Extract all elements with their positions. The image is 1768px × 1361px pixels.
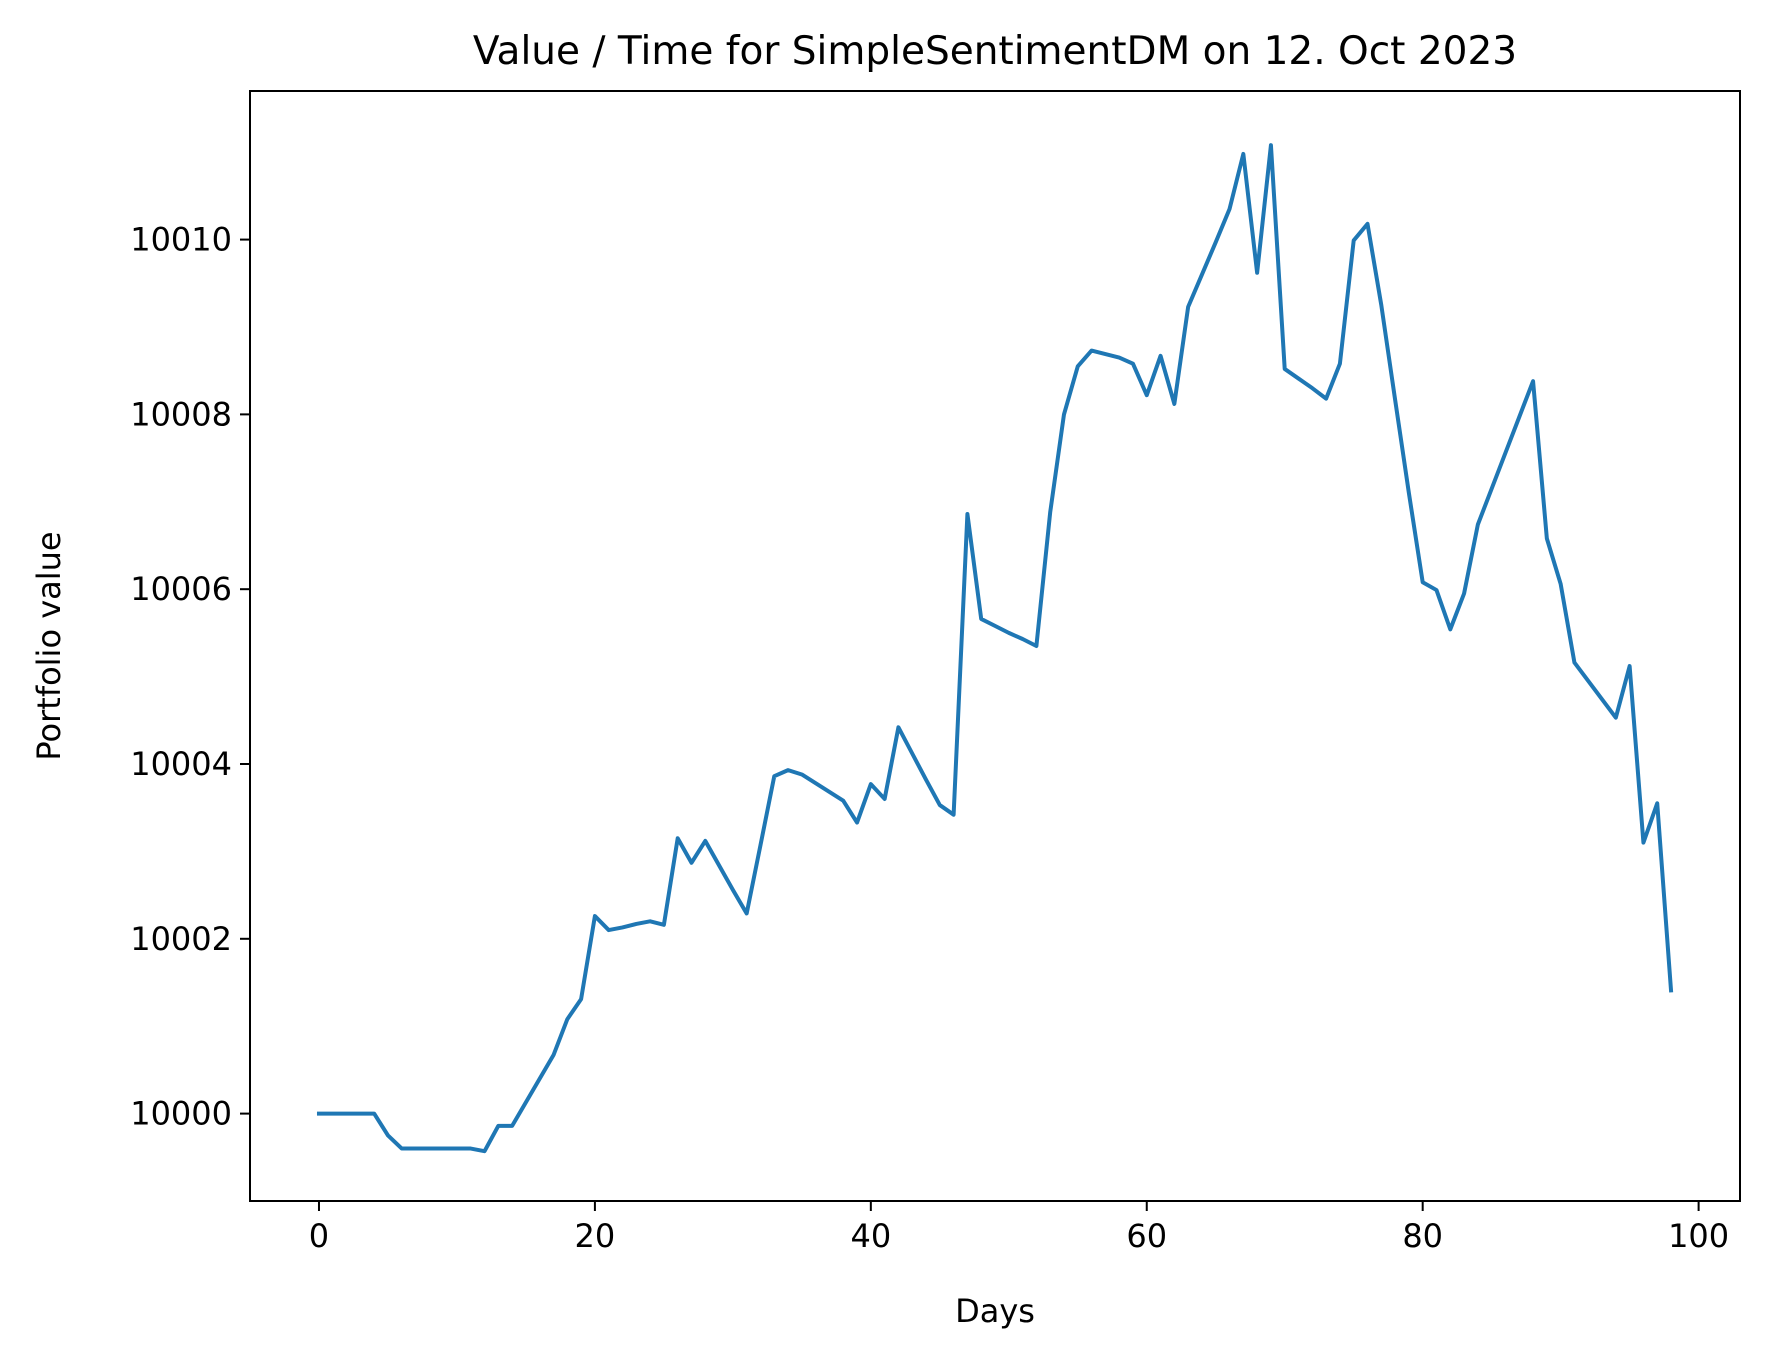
x-tick-label: 20: [575, 1217, 616, 1255]
series-line-0: [316, 143, 1674, 1154]
y-tick-label: 10006: [130, 570, 232, 608]
y-axis-ticks: 10000 10002 10004 10006 10008 10010: [130, 221, 250, 1133]
x-tick-label: 80: [1402, 1217, 1443, 1255]
x-tick-label: 0: [309, 1217, 329, 1255]
y-tick-label: 10010: [130, 221, 232, 259]
axes-frame: [249, 90, 1741, 1202]
chart-title: Value / Time for SimpleSentimentDM on 12…: [473, 29, 1517, 74]
y-tick-label: 10002: [130, 920, 232, 958]
y-tick-label: 10000: [130, 1095, 232, 1133]
x-axis-label: Days: [955, 1292, 1035, 1330]
x-tick-label: 40: [850, 1217, 891, 1255]
x-tick-label: 60: [1126, 1217, 1167, 1255]
plot-area: [316, 143, 1674, 1154]
x-axis-ticks: 0 20 40 60 80 100: [309, 1201, 1729, 1255]
y-axis-label: Portfolio value: [30, 531, 68, 760]
y-tick-label: 10004: [130, 745, 232, 783]
x-tick-label: 100: [1668, 1217, 1729, 1255]
y-tick-label: 10008: [130, 395, 232, 433]
